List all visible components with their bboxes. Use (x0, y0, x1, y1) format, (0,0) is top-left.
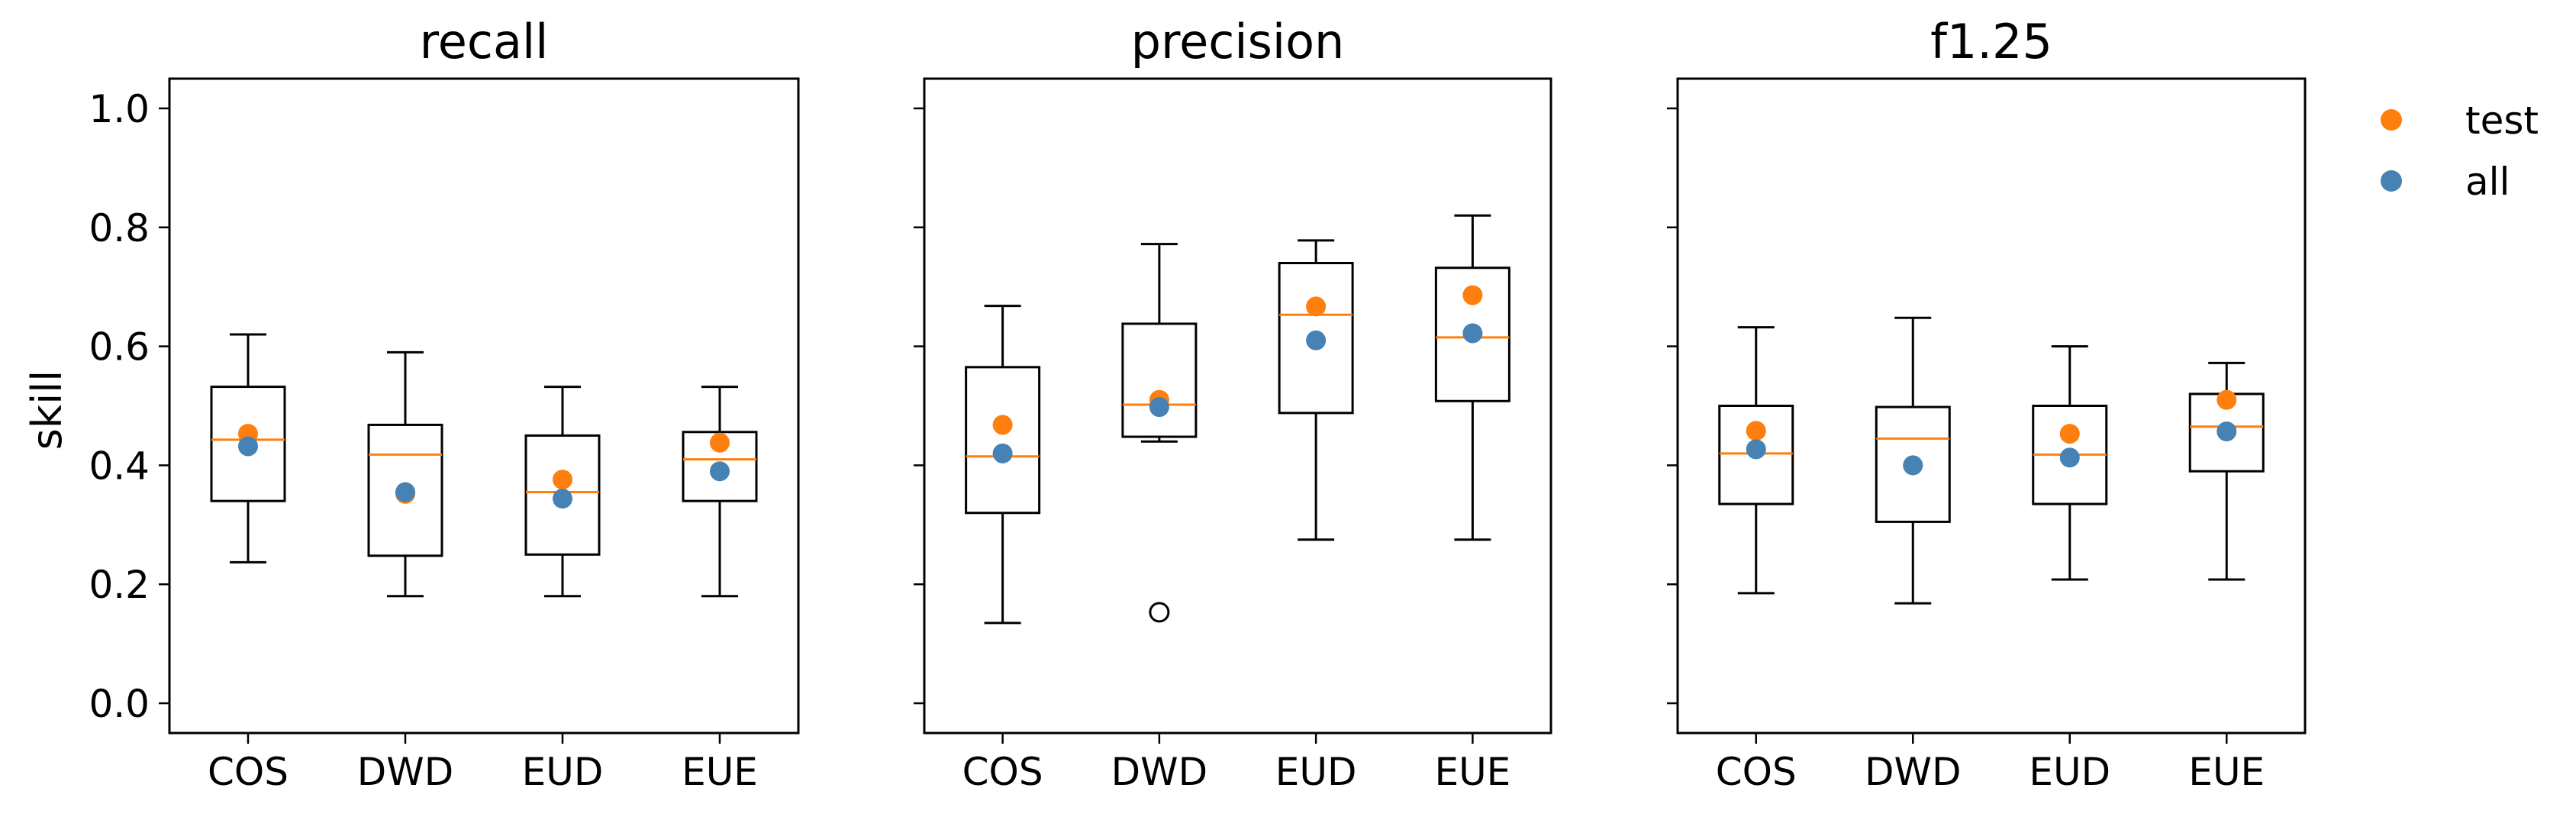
all-point (710, 461, 730, 482)
all-point (1306, 330, 1327, 350)
test-point (2217, 389, 2237, 410)
all-point (1149, 397, 1169, 418)
legend-label: all (2465, 160, 2510, 204)
iqr-box (1278, 262, 1354, 415)
iqr-box (682, 431, 758, 502)
panel-title: precision (1131, 14, 1345, 69)
axes-frame (168, 77, 800, 735)
panel-f1-25: f1.25 COS DWD EUD EUE (1667, 14, 2307, 794)
panel-precision: precision COS DWD EUD EUE (914, 14, 1552, 794)
test-point (1306, 296, 1327, 317)
iqr-box (1875, 405, 1951, 523)
box-eud (1278, 239, 1354, 541)
test-point (1746, 421, 1766, 441)
x-tick-label: EUE (2188, 750, 2265, 794)
iqr-box (1434, 266, 1510, 402)
iqr-box (965, 366, 1041, 515)
x-tick-label: EUD (522, 750, 604, 794)
box-eue (2188, 361, 2265, 581)
box-cos (210, 333, 286, 564)
test-point (553, 470, 572, 490)
all-point (2217, 421, 2237, 442)
panel-recall: recall 0.0 0.2 0.4 0.6 0.8 1.0 COS DWD EUD EUE (89, 14, 800, 794)
box-eue (1434, 214, 1510, 541)
all-point (395, 482, 415, 502)
axes-frame (923, 77, 1552, 735)
iqr-box (210, 386, 286, 502)
x-tick-label: DWD (357, 750, 453, 794)
test-point (992, 415, 1013, 435)
panel-title: f1.25 (1930, 14, 2052, 69)
all-point (1462, 323, 1483, 344)
y-tick-label: 1.0 (89, 87, 150, 131)
iqr-box (1121, 322, 1198, 438)
x-tick-label: COS (962, 750, 1043, 794)
y-tick-label: 0.8 (89, 206, 150, 250)
box-dwd (1121, 243, 1198, 623)
x-tick-label: EUD (2029, 750, 2110, 794)
box-cos (965, 305, 1041, 625)
box-eud (2032, 345, 2108, 581)
y-tick-label: 0.2 (89, 563, 150, 607)
axes-frame (1676, 77, 2307, 735)
legend-marker (2381, 109, 2402, 131)
all-point (553, 489, 572, 509)
box-eue (682, 386, 758, 598)
all-point (238, 436, 258, 457)
all-point (1746, 439, 1766, 460)
y-axis-label: skill (23, 370, 71, 450)
panel-title: recall (420, 14, 549, 69)
legend-marker (2381, 170, 2402, 192)
x-tick-label: COS (208, 750, 289, 794)
box-eud (524, 386, 601, 598)
iqr-box (367, 423, 443, 557)
all-point (1903, 455, 1923, 476)
x-tick-label: EUE (682, 750, 758, 794)
test-point (710, 432, 730, 453)
legend-item-test: test (2381, 98, 2539, 143)
outlier-point (1149, 602, 1170, 623)
y-tick-label: 0.0 (89, 682, 150, 726)
x-tick-label: EUE (1434, 750, 1510, 794)
test-point (2059, 424, 2080, 444)
y-tick-label: 0.6 (89, 325, 150, 370)
all-point (992, 443, 1013, 463)
x-tick-label: COS (1716, 750, 1797, 794)
legend-item-all: all (2381, 160, 2510, 204)
x-tick-label: DWD (1865, 750, 1961, 794)
iqr-box (524, 434, 601, 556)
y-tick-label: 0.4 (89, 444, 150, 488)
all-point (2059, 447, 2080, 468)
box-dwd (367, 350, 443, 598)
x-tick-label: EUD (1275, 750, 1357, 794)
x-tick-label: DWD (1111, 750, 1207, 794)
box-cos (1718, 326, 1794, 595)
test-point (1462, 285, 1483, 305)
box-dwd (1875, 316, 1951, 605)
legend: test all (2381, 98, 2539, 204)
legend-label: test (2465, 98, 2539, 143)
iqr-box (1718, 405, 1794, 505)
